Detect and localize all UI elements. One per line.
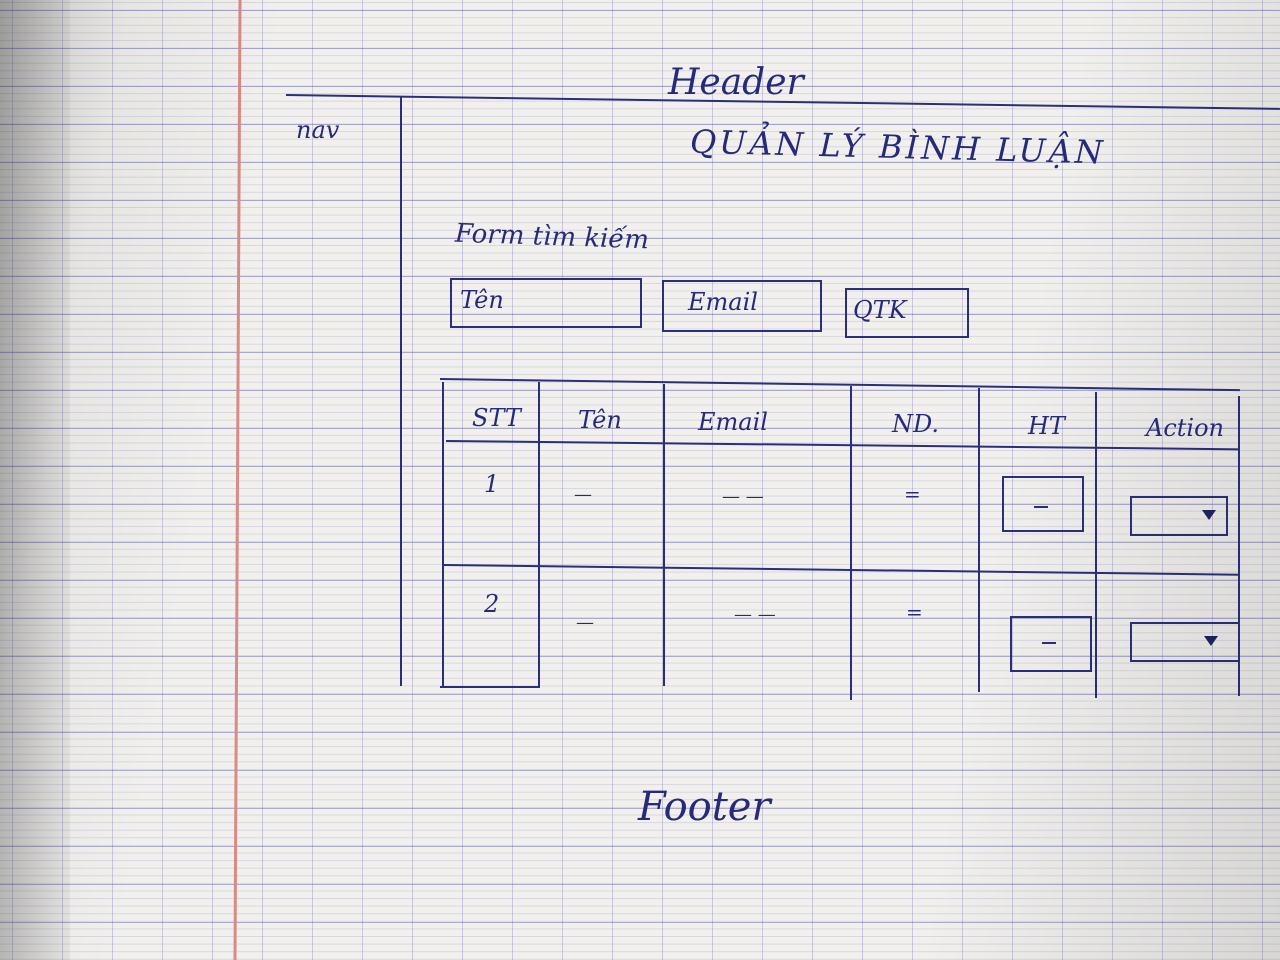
notebook-binding-shadow [0, 0, 70, 960]
row-name: — [574, 484, 592, 505]
name-search-input[interactable]: Tên [450, 278, 642, 328]
search-submit-button[interactable]: QTK [845, 288, 969, 338]
table-col-divider-1 [538, 382, 540, 688]
table-top-border [439, 378, 1240, 392]
table-left-border [442, 382, 444, 688]
table-col-divider-4 [978, 388, 980, 692]
table-col-divider-5 [1095, 392, 1097, 698]
row-stt: 2 [484, 590, 500, 618]
action-dropdown[interactable] [1130, 496, 1228, 536]
column-header-content: ND. [892, 410, 940, 438]
email-search-input[interactable]: Email [662, 280, 822, 332]
row-content: = [906, 600, 923, 624]
comments-table: STT Tên Email ND. HT Action 1 — — — = 2 … [439, 378, 1240, 700]
row-email: — — [734, 604, 776, 625]
footer-label: Footer [638, 784, 771, 830]
table-row-divider [443, 564, 1240, 576]
search-submit-button-label: QTK [853, 296, 907, 324]
nav-label: nav [296, 116, 340, 144]
table-col-divider-2 [663, 384, 665, 686]
search-form-label: Form tìm kiếm [454, 218, 650, 256]
action-dropdown[interactable] [1130, 622, 1240, 662]
nav-right-border [400, 96, 402, 686]
status-box-value [1034, 506, 1048, 508]
column-header-action: Action [1146, 414, 1224, 442]
notebook-margin-line [233, 0, 242, 960]
table-right-border [1238, 396, 1240, 696]
dropdown-arrow-icon [1204, 636, 1218, 646]
table-bottom-border [440, 686, 540, 688]
row-email: — — [722, 486, 764, 507]
email-search-input-text: Email [688, 288, 758, 316]
page-title: QUẢN LÝ BÌNH LUẬN [689, 122, 1107, 172]
header-label: Header [668, 62, 804, 103]
table-col-divider-3 [850, 386, 852, 700]
status-box-value [1042, 642, 1056, 644]
row-stt: 1 [484, 470, 500, 498]
row-name: — [576, 612, 594, 633]
status-box[interactable] [1002, 476, 1084, 532]
column-header-name: Tên [578, 406, 622, 434]
column-header-stt: STT [472, 404, 521, 432]
column-header-status: HT [1028, 412, 1065, 440]
status-box[interactable] [1010, 616, 1092, 672]
name-search-input-text: Tên [460, 286, 504, 314]
table-header-divider [445, 440, 1240, 451]
column-header-email: Email [698, 408, 768, 436]
row-content: = [904, 482, 921, 506]
dropdown-arrow-icon [1202, 510, 1216, 520]
